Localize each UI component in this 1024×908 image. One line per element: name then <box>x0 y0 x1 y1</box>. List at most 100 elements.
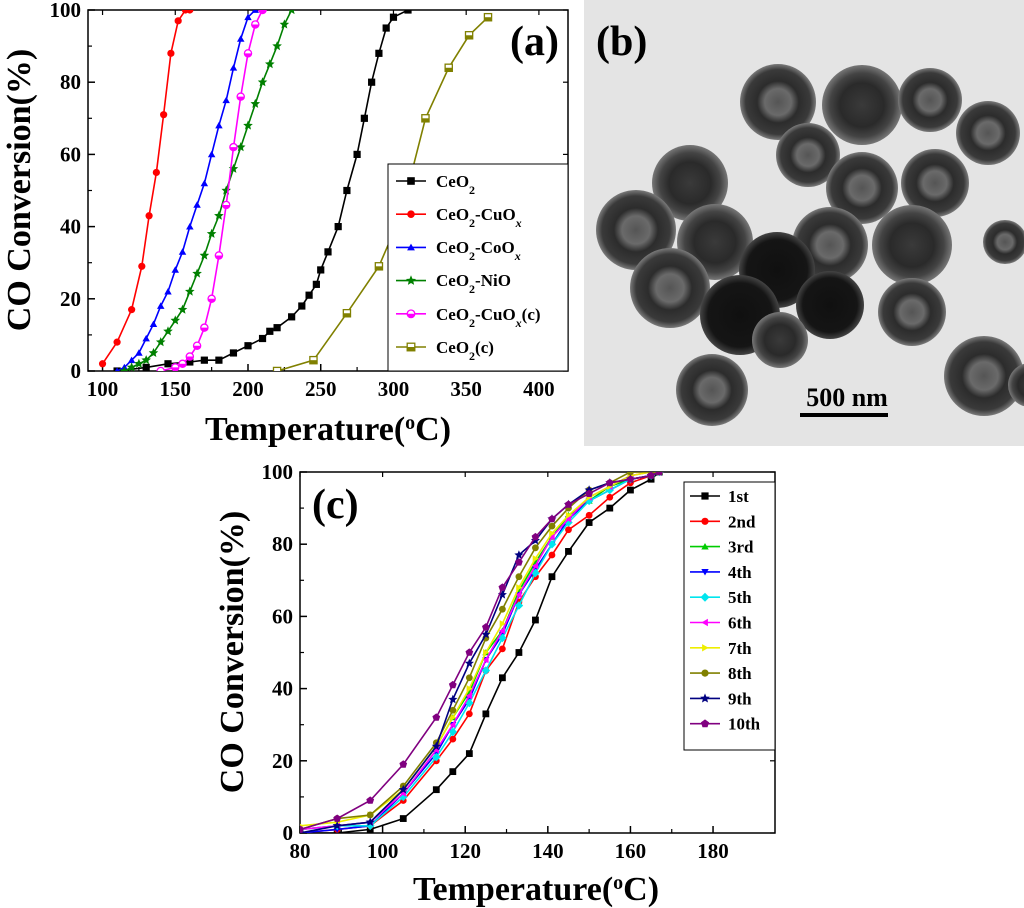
panel-c-legend-box <box>683 481 776 751</box>
panel-a-data-point <box>214 210 224 220</box>
panel-c-data-point <box>499 627 506 635</box>
panel-c-data-point <box>514 601 524 610</box>
panel-a-data-point <box>236 92 245 101</box>
panel-a-series-line <box>117 10 409 371</box>
panel-c-data-point <box>448 694 458 704</box>
panel-a-data-point <box>156 366 165 371</box>
panel-a-series-line <box>116 10 256 371</box>
panel-a-data-point <box>215 121 223 129</box>
legend-a-marker <box>407 243 415 251</box>
panel-c-label: (c) <box>312 482 359 528</box>
panel-a-data-point <box>229 349 238 357</box>
panel-a-data-point <box>200 323 209 332</box>
panel-a-data-point <box>251 10 259 13</box>
panel-c-data-point <box>465 710 473 718</box>
panel-a-data-point <box>368 78 376 86</box>
particle <box>740 64 816 140</box>
panel-c-data-point <box>300 825 304 833</box>
panel-c-data-point <box>449 735 457 743</box>
panel-a-data-point <box>164 360 172 368</box>
panel-a-data-point <box>375 49 383 57</box>
particle <box>596 190 676 270</box>
panel-c-data-point <box>564 500 573 508</box>
panel-a-data-point <box>404 10 412 14</box>
particle <box>901 149 969 217</box>
panel-a-x-axis-label: Temperature(oC) <box>205 411 451 448</box>
panel-c-data-point <box>548 522 556 530</box>
legend-c-label: 3rd <box>728 538 754 557</box>
panel-a-data-point <box>288 313 296 321</box>
panel-c-data-point <box>465 692 473 700</box>
panel-a-y-axis-label: CO Conversion(%) <box>1 49 38 331</box>
panel-a-data-point <box>170 315 181 325</box>
panel-a-data-point <box>279 19 290 29</box>
panel-a-data-point <box>174 17 182 25</box>
panel-c-data-point <box>332 821 342 830</box>
panel-c-data-point <box>499 620 506 628</box>
legend-c-label: 10th <box>728 715 761 734</box>
panel-c-data-point <box>606 504 614 512</box>
legend-a-5: CeO2(c) <box>436 338 494 363</box>
panel-c-data-point <box>432 752 441 762</box>
panel-c-data-point <box>366 796 375 804</box>
panel-c-data-point <box>481 629 491 639</box>
panel-c-series-line <box>300 472 660 827</box>
panel-a-data-point <box>186 10 194 14</box>
particle <box>796 271 864 339</box>
panel-a-data-point <box>114 367 120 371</box>
panel-a-data-point <box>186 358 194 366</box>
panel-a-data-point <box>382 24 390 32</box>
panel-a-data-point <box>257 77 268 87</box>
particle <box>983 220 1024 264</box>
panel-a-data-point <box>163 326 173 336</box>
panel-a-data-point <box>160 111 168 119</box>
panel-a-y-tick-label: 100 <box>50 0 82 22</box>
panel-a-legend-box <box>387 163 569 372</box>
panel-a-data-point <box>171 266 179 273</box>
panel-a-data-point <box>134 358 144 368</box>
particle <box>822 65 902 145</box>
panel-c-data-point <box>366 811 374 819</box>
panel-a-ticks: 100 150 200 250 300 350 400 0 20 40 60 80 100 <box>50 0 568 401</box>
panel-c-data-point <box>483 649 490 656</box>
panel-a-data-point <box>464 31 474 40</box>
panel-a-data-point <box>141 355 151 365</box>
particle <box>878 278 946 346</box>
panel-c-data-point <box>532 562 539 570</box>
panel-c-data-point <box>549 529 556 537</box>
panel-c-data-point <box>432 713 441 721</box>
panel-c-series-line <box>300 472 660 833</box>
panel-a-data-point <box>199 250 210 260</box>
legend-c-label: 5th <box>728 588 752 607</box>
panel-a-data-point <box>244 342 252 350</box>
panel-a-legend: CeO2 CeO2-CuOx CeO2-CoOx CeO2-NiO CeO2-C… <box>387 163 569 372</box>
panel-a-data-point <box>483 12 493 22</box>
panel-a-data-point <box>167 49 175 57</box>
legend-c-label: 8th <box>728 664 752 683</box>
panel-c-x-tick-label: 140 <box>532 839 564 863</box>
panel-a-data-point <box>193 201 201 208</box>
panel-a-data-point <box>222 96 230 104</box>
legend-a-marker <box>407 210 415 218</box>
panel-c-data-point <box>565 548 572 555</box>
particle <box>956 101 1020 165</box>
panel-a-data-point <box>312 280 320 288</box>
panel-c-data-point <box>448 727 458 737</box>
panel-c-data-point <box>482 623 490 631</box>
panel-c-data-point <box>531 532 540 541</box>
particle <box>652 145 728 221</box>
panel-c-data-point <box>532 616 539 624</box>
panel-c-data-point <box>449 706 457 714</box>
panel-c-data-point <box>647 472 655 479</box>
panel-c-x-tick-label: 160 <box>615 839 647 863</box>
panel-a-data-point <box>215 356 223 364</box>
panel-c-x-tick-label: 120 <box>449 839 481 863</box>
panel-a-data-point <box>258 334 267 343</box>
panel-a-data-point <box>192 268 202 278</box>
panel-a-data-point <box>214 251 224 260</box>
particle <box>944 336 1024 416</box>
panel-a-series-line <box>160 10 264 371</box>
panel-a-data-point <box>207 294 216 304</box>
panel-a-data-point <box>444 63 453 73</box>
scale-bar-label: 500 nm <box>806 383 888 412</box>
